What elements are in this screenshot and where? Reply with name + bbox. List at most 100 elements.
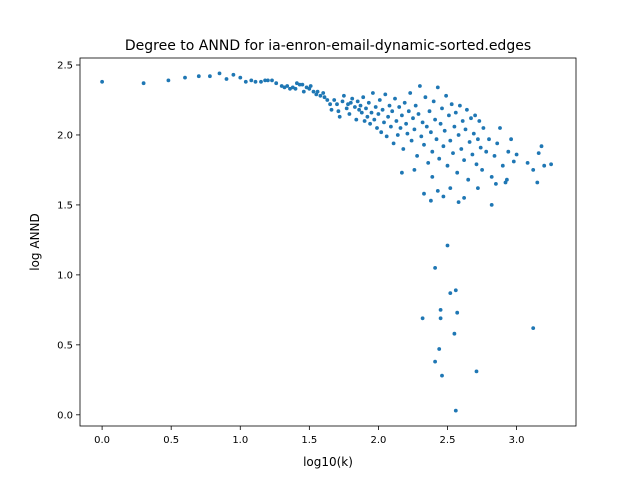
data-point — [208, 74, 212, 79]
data-point — [469, 116, 473, 121]
data-point — [357, 107, 361, 112]
data-point — [361, 95, 366, 100]
data-point — [549, 162, 553, 167]
data-point — [418, 84, 422, 88]
data-point — [308, 84, 313, 88]
data-point — [476, 137, 480, 142]
data-point — [404, 121, 408, 126]
data-point — [455, 170, 460, 175]
data-point — [467, 140, 472, 144]
plot-frame — [79, 57, 577, 427]
data-point — [297, 82, 302, 87]
data-point — [459, 147, 464, 151]
data-point — [424, 124, 429, 129]
data-point — [406, 109, 411, 114]
data-point — [362, 119, 367, 123]
data-point — [511, 159, 516, 164]
data-point — [441, 144, 446, 149]
data-point — [359, 110, 364, 115]
data-point — [238, 75, 243, 80]
data-point — [217, 71, 222, 76]
data-point — [434, 137, 439, 142]
data-point — [465, 107, 469, 112]
data-point — [393, 96, 397, 101]
data-point — [340, 99, 345, 104]
data-point — [329, 107, 334, 112]
data-point — [293, 86, 298, 91]
data-point — [451, 151, 455, 156]
data-point — [391, 141, 396, 146]
data-point — [390, 109, 395, 114]
data-point — [379, 130, 384, 135]
y-axis-ticks: 0.0 0.5 1.0 1.5 2.0 2.5 — [57, 60, 80, 421]
data-point — [315, 89, 320, 94]
data-point — [337, 114, 342, 119]
data-point — [448, 291, 453, 295]
data-point — [476, 186, 480, 191]
data-point — [444, 93, 448, 98]
data-point — [389, 124, 393, 129]
data-point — [411, 116, 415, 121]
data-point — [531, 168, 536, 172]
data-point — [478, 145, 483, 150]
data-point — [335, 102, 339, 107]
data-point — [466, 177, 471, 182]
data-point — [348, 100, 353, 105]
data-point — [433, 359, 437, 364]
data-point — [386, 114, 390, 119]
data-point — [394, 119, 399, 123]
data-point — [295, 81, 299, 86]
data-point — [503, 180, 508, 185]
data-point — [373, 105, 378, 109]
chart-title: Degree to ANND for ia-enron-email-dynami… — [125, 38, 531, 54]
y-axis-label: log ANND — [28, 213, 42, 271]
data-point — [456, 200, 461, 205]
data-point — [402, 100, 407, 105]
data-point — [196, 74, 201, 79]
data-point — [231, 72, 236, 77]
data-point — [243, 79, 248, 84]
data-point — [354, 117, 359, 122]
data-point — [445, 243, 450, 248]
data-point — [368, 121, 372, 126]
data-point — [453, 288, 458, 293]
data-point — [435, 189, 440, 193]
data-point — [288, 86, 292, 91]
data-point — [355, 99, 360, 104]
data-point — [395, 133, 400, 137]
data-point — [387, 103, 392, 108]
data-point — [462, 158, 466, 163]
data-point — [462, 196, 466, 200]
data-point — [141, 81, 146, 86]
data-point — [430, 149, 435, 154]
data-point — [397, 105, 402, 109]
data-point — [409, 138, 414, 143]
data-point — [447, 113, 451, 118]
data-point — [405, 131, 410, 136]
data-point — [266, 78, 270, 83]
data-point — [420, 316, 425, 321]
data-point — [460, 119, 465, 123]
data-point — [372, 117, 377, 122]
y-tick-label: 2.0 — [57, 130, 73, 141]
data-point — [332, 98, 337, 102]
data-point — [420, 120, 425, 125]
x-tick-label: 2.5 — [440, 435, 456, 446]
data-point — [498, 126, 502, 130]
data-point — [325, 98, 330, 102]
y-tick-label: 0.0 — [57, 410, 73, 421]
data-point — [311, 89, 316, 94]
data-point — [487, 137, 491, 142]
data-point — [400, 170, 404, 175]
y-tick-label: 1.0 — [57, 270, 73, 281]
data-points — [100, 71, 553, 413]
data-point — [408, 91, 413, 95]
data-point — [358, 103, 363, 108]
data-point — [506, 149, 511, 154]
data-point — [448, 186, 453, 191]
data-point — [422, 142, 426, 147]
data-point — [494, 182, 498, 186]
data-point — [463, 127, 468, 132]
y-tick-label: 0.5 — [57, 340, 73, 351]
data-point — [301, 89, 306, 94]
